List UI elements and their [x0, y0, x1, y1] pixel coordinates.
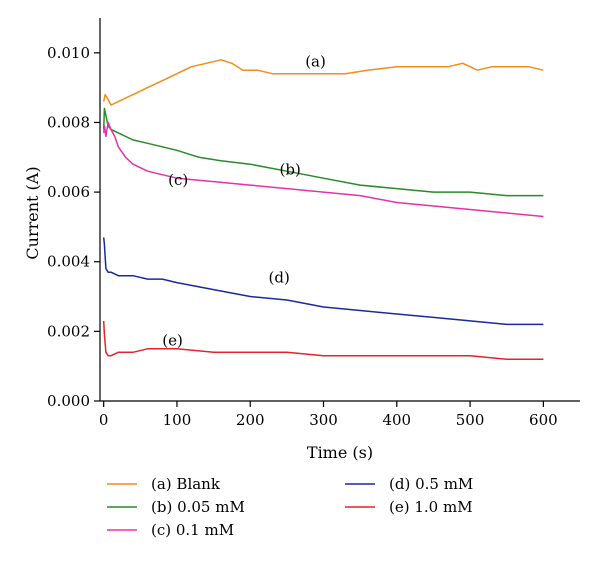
x-tick-label: 200: [236, 411, 265, 429]
y-tick-label: 0.002: [47, 322, 90, 340]
series-tag-a: (a): [305, 53, 326, 71]
series-tags: (a) (b) (c) (d) (e): [162, 53, 326, 350]
series-tag-e: (e): [162, 331, 183, 349]
y-tick-label: 0.010: [47, 44, 90, 62]
x-axis-title: Time (s): [307, 443, 373, 462]
series-tag-b: (b): [280, 161, 301, 179]
legend-label: (d) 0.5 mM: [389, 475, 473, 493]
x-tick-label: 100: [163, 411, 192, 429]
y-tick-label: 0.004: [47, 253, 90, 271]
x-tick-label: 300: [309, 411, 338, 429]
legend-label: (a) Blank: [151, 475, 221, 493]
series-line-c: [102, 121, 544, 218]
legend: (a) Blank (b) 0.05 mM (c) 0.1 mM (d) 0.5 mM…: [107, 475, 473, 539]
y-tick-label: 0.008: [47, 113, 90, 131]
y-axis-title: Current (A): [23, 166, 42, 259]
axis-ticks: [94, 52, 544, 407]
legend-label: (c) 0.1 mM: [151, 521, 234, 539]
x-tick-label: 500: [456, 411, 485, 429]
legend-label: (e) 1.0 mM: [389, 498, 473, 516]
series-line-d: [102, 237, 544, 326]
series-tag-c: (c): [168, 171, 188, 189]
x-tick-label: 400: [382, 411, 411, 429]
series-line-a: [102, 59, 544, 106]
legend-label: (b) 0.05 mM: [151, 498, 245, 516]
series-line-e: [102, 320, 544, 360]
y-tick-label: 0.006: [47, 183, 90, 201]
series-lines: [102, 59, 544, 360]
x-tick-label: 0: [99, 411, 109, 429]
tick-labels: 0 100 200 300 400 500 600 0.000 0.002 0.004 0.006 0…: [47, 44, 558, 429]
series-line-b: [102, 107, 544, 197]
plot-frame: [99, 18, 580, 402]
x-tick-label: 600: [529, 411, 558, 429]
series-tag-d: (d): [269, 269, 290, 287]
y-tick-label: 0.000: [47, 392, 90, 410]
